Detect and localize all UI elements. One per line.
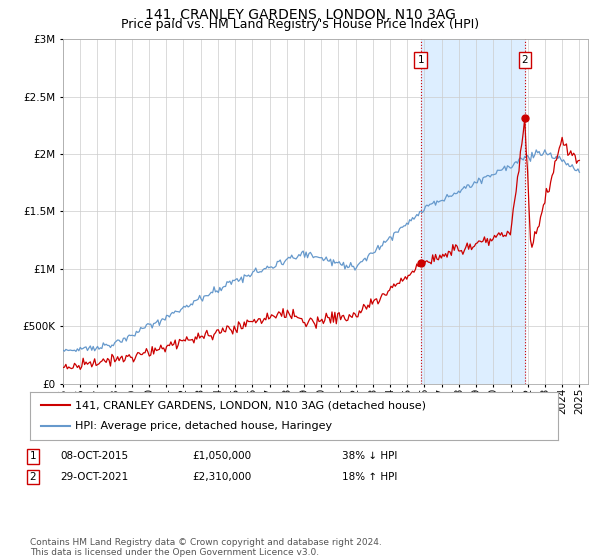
Text: HPI: Average price, detached house, Haringey: HPI: Average price, detached house, Hari…	[75, 421, 332, 431]
Bar	[421, 39, 525, 384]
Text: 141, CRANLEY GARDENS, LONDON, N10 3AG (detached house): 141, CRANLEY GARDENS, LONDON, N10 3AG (d…	[75, 400, 426, 410]
Text: £1,050,000: £1,050,000	[192, 451, 251, 461]
Text: 18% ↑ HPI: 18% ↑ HPI	[342, 472, 397, 482]
Text: £2,310,000: £2,310,000	[192, 472, 251, 482]
Text: Contains HM Land Registry data © Crown copyright and database right 2024.
This d: Contains HM Land Registry data © Crown c…	[30, 538, 382, 557]
Text: 1: 1	[418, 55, 424, 65]
Text: 29-OCT-2021: 29-OCT-2021	[60, 472, 128, 482]
Text: 141, CRANLEY GARDENS, LONDON, N10 3AG: 141, CRANLEY GARDENS, LONDON, N10 3AG	[145, 8, 455, 22]
Text: 1: 1	[29, 451, 37, 461]
Text: 2: 2	[29, 472, 37, 482]
Text: 38% ↓ HPI: 38% ↓ HPI	[342, 451, 397, 461]
Text: 08-OCT-2015: 08-OCT-2015	[60, 451, 128, 461]
Text: 2: 2	[521, 55, 528, 65]
Text: Price paid vs. HM Land Registry's House Price Index (HPI): Price paid vs. HM Land Registry's House …	[121, 18, 479, 31]
